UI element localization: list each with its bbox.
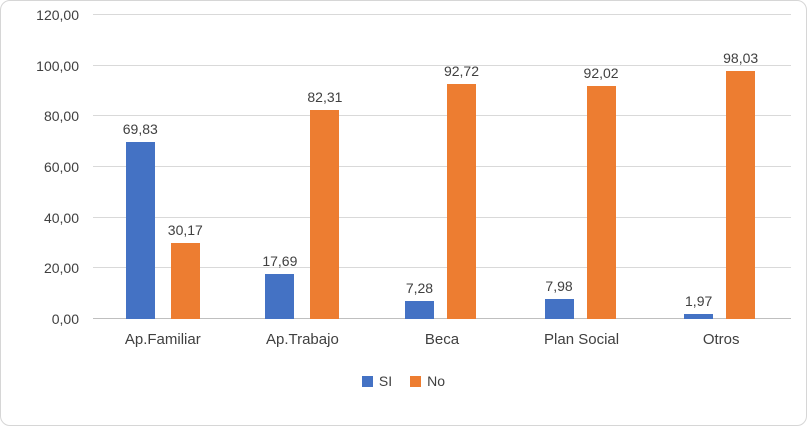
bar-column: 17,69 (262, 15, 297, 319)
bar-value-label: 30,17 (167, 221, 203, 238)
bar-value-label: 82,31 (307, 89, 343, 106)
bar-column: 7,28 (404, 15, 434, 319)
bar-value-label: 7,28 (405, 279, 434, 296)
bar-value-label: 1,97 (685, 293, 713, 310)
bar-si (125, 142, 155, 319)
bar-groups: 69,83 30,17 17,69 82,31 7,28 92,72 7,98 92,02 1,… (93, 15, 791, 319)
bar-si (684, 314, 714, 319)
bar-value-label: 17,69 (262, 253, 298, 270)
gridline (93, 216, 791, 218)
bar-column: 69,83 (123, 15, 158, 319)
bar-no (170, 242, 200, 319)
bar-si (265, 274, 295, 319)
bar-value-label: 98,03 (723, 49, 759, 66)
bar-group: 17,69 82,31 (233, 15, 373, 319)
bar-column: 30,17 (168, 15, 203, 319)
bar-no (726, 70, 756, 319)
y-axis-tick-label: 60,00 (43, 159, 79, 175)
legend-item-no: No (410, 373, 445, 389)
category-label: Ap.Trabajo (265, 331, 339, 348)
gridline (93, 166, 791, 167)
bar-group: 69,83 30,17 (93, 15, 233, 319)
bar-no (586, 85, 616, 319)
y-axis-tick-label: 20,00 (43, 260, 79, 277)
bar-column: 92,02 (584, 15, 619, 319)
bar-group: 1,97 98,03 (651, 15, 791, 319)
category-label: Beca (424, 331, 460, 348)
gridline (93, 64, 791, 66)
gridline (93, 115, 791, 117)
bar-no (310, 110, 340, 319)
x-axis: Ap.Familiar Ap.Trabajo Beca Plan Social Otro… (93, 331, 791, 348)
legend-swatch-icon (361, 375, 373, 387)
legend-item-si: SI (361, 373, 393, 389)
legend-swatch-icon (410, 375, 422, 387)
bar-value-label: 92,72 (443, 63, 479, 80)
legend-label: SI (378, 373, 393, 389)
category-label: Plan Social (544, 331, 620, 348)
y-axis: 0,00 20,00 40,00 60,00 80,00 100,00 120,00 (1, 7, 79, 327)
bar-group: 7,98 92,02 (512, 15, 652, 319)
y-axis-tick-label: 120,00 (36, 7, 79, 23)
bar-no (446, 84, 476, 319)
bar-value-label: 7,98 (545, 277, 573, 294)
y-axis-tick-label: 40,00 (43, 209, 79, 226)
bar-column: 98,03 (723, 15, 758, 319)
legend-label: No (427, 373, 446, 389)
y-axis-tick-label: 0,00 (51, 311, 79, 327)
bar-si (404, 300, 434, 319)
plot-area: 69,83 30,17 17,69 82,31 7,28 92,72 7,98 92,02 1,… (93, 14, 791, 319)
gridline (93, 267, 791, 269)
bar-column: 1,97 (684, 15, 714, 319)
bar-si (544, 298, 574, 319)
y-axis-tick-label: 100,00 (36, 57, 79, 74)
x-axis-line (93, 318, 791, 319)
gridline (93, 14, 791, 15)
bar-value-label: 69,83 (122, 121, 158, 138)
legend: SI No (1, 373, 806, 389)
bar-value-label: 92,02 (583, 64, 619, 81)
bar-column: 92,72 (444, 15, 479, 319)
bar-column: 7,98 (544, 15, 574, 319)
category-label: Ap.Familiar (124, 331, 201, 348)
bar-column: 82,31 (307, 15, 342, 319)
category-label: Otros (702, 331, 740, 348)
bar-group: 7,28 92,72 (372, 15, 512, 319)
y-axis-tick-label: 80,00 (43, 108, 79, 125)
